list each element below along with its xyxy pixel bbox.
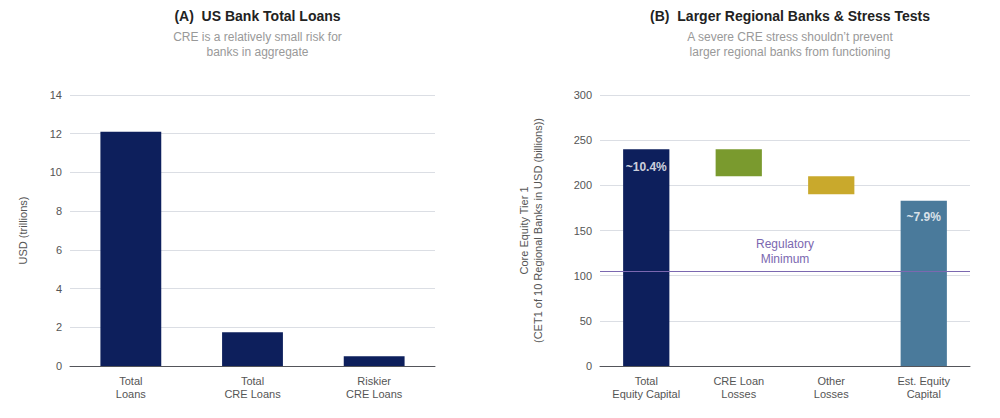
svg-text:0: 0 (56, 360, 62, 372)
svg-text:250: 250 (574, 134, 592, 146)
svg-text:8: 8 (56, 205, 62, 217)
svg-text:(B) Larger Regional Banks & S: (B) Larger Regional Banks & Stress Tests (650, 8, 930, 24)
svg-text:100: 100 (574, 270, 592, 282)
svg-text:Capital: Capital (907, 388, 941, 400)
svg-text:Core Equity Tier 1: Core Equity Tier 1 (518, 186, 530, 274)
svg-text:CRE Loan: CRE Loan (713, 375, 764, 387)
svg-text:~10.4%: ~10.4% (626, 160, 667, 174)
svg-text:Equity Capital: Equity Capital (612, 388, 680, 400)
svg-text:Total: Total (635, 375, 658, 387)
svg-text:0: 0 (586, 360, 592, 372)
svg-text:Regulatory: Regulatory (756, 237, 814, 251)
svg-text:150: 150 (574, 225, 592, 237)
svg-text:6: 6 (56, 244, 62, 256)
svg-text:Loans: Loans (116, 388, 146, 400)
svg-text:4: 4 (56, 283, 62, 295)
svg-text:Total: Total (119, 375, 142, 387)
svg-text:~7.9%: ~7.9% (907, 210, 942, 224)
svg-text:300: 300 (574, 89, 592, 101)
svg-text:A severe CRE stress shouldn’t: A severe CRE stress shouldn’t prevent (687, 30, 893, 44)
svg-text:CRE is a relatively small risk: CRE is a relatively small risk for (173, 30, 342, 44)
svg-text:Other: Other (817, 375, 845, 387)
svg-text:2: 2 (56, 321, 62, 333)
svg-text:CRE Loans: CRE Loans (346, 388, 403, 400)
svg-text:(CET1 of 10 Regional Banks in: (CET1 of 10 Regional Banks in USD (billi… (532, 118, 544, 343)
svg-text:CRE Loans: CRE Loans (224, 388, 281, 400)
svg-text:14: 14 (50, 89, 62, 101)
svg-text:larger regional banks from fun: larger regional banks from functioning (690, 45, 891, 59)
svg-text:50: 50 (580, 315, 592, 327)
svg-text:Est. Equity: Est. Equity (897, 375, 950, 387)
svg-text:Minimum: Minimum (761, 252, 810, 266)
svg-text:Riskier: Riskier (357, 375, 391, 387)
svg-text:banks in aggregate: banks in aggregate (206, 45, 308, 59)
svg-text:USD (trillions): USD (trillions) (17, 197, 29, 265)
svg-text:12: 12 (50, 128, 62, 140)
svg-text:Total: Total (241, 375, 264, 387)
svg-text:(A) US Bank Total Loans: (A) US Bank Total Loans (174, 8, 340, 24)
svg-text:10: 10 (50, 166, 62, 178)
svg-text:Losses: Losses (814, 388, 849, 400)
svg-text:Losses: Losses (721, 388, 756, 400)
svg-text:200: 200 (574, 179, 592, 191)
